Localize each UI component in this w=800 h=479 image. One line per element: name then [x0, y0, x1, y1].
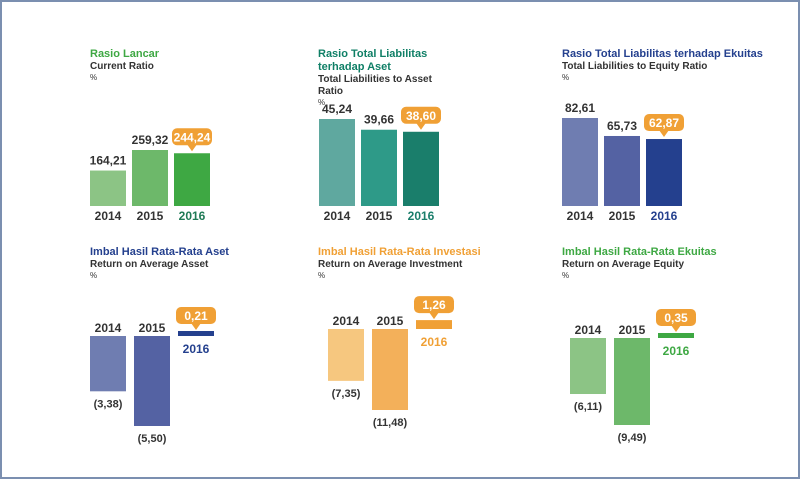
year-label: 2014	[95, 209, 122, 223]
data-label: (6,11)	[574, 401, 602, 413]
panel-liabilities-to-asset: Rasio Total Liabilitas terhadap Aset Tot…	[318, 48, 538, 228]
panel-title-id: Imbal Hasil Rata-Rata Investasi	[318, 246, 481, 258]
bar-2014	[90, 170, 126, 206]
bar-chart-return-on-average-asset: 2014 (3,38) 2015 (5,50) 0,21 2016	[90, 307, 216, 445]
callout-pointer	[191, 323, 201, 330]
panel-title-en: Current Ratio	[90, 61, 154, 72]
data-label: 65,73	[607, 119, 637, 133]
panel-title-id: Rasio Lancar	[90, 48, 160, 60]
year-label: 2016	[408, 209, 435, 223]
bar-2015	[132, 150, 168, 206]
data-label: 45,24	[322, 102, 352, 116]
year-label: 2016	[183, 342, 210, 356]
panel-liabilities-to-equity: Rasio Total Liabilitas terhadap Ekuitas …	[562, 48, 792, 228]
panel-unit: %	[90, 271, 98, 280]
panel-title-id: Rasio Total Liabilitas terhadap Ekuitas	[562, 48, 763, 60]
year-label: 2015	[137, 209, 164, 223]
panel-title-en: Return on Average Investment	[318, 259, 463, 270]
panel-title-en: Return on Average Asset	[90, 259, 209, 270]
panel-current-ratio: Rasio Lancar Current Ratio % 164,21 2014 2…	[90, 48, 310, 228]
year-label: 2015	[139, 321, 166, 335]
bar-chart-return-on-average-equity: 2014 (6,11) 2015 (9,49) 0,35 2016	[570, 309, 696, 444]
bar-2016	[403, 131, 439, 206]
year-label: 2014	[333, 314, 360, 328]
bar-2016	[646, 139, 682, 206]
callout-bubble	[176, 307, 216, 324]
bar-chart-current-ratio: 164,21 2014 259,32 2015 244,24 2016	[90, 128, 212, 223]
callout-bubble	[414, 296, 454, 314]
year-label: 2015	[377, 314, 404, 328]
callout-value-label: 0,21	[184, 309, 208, 323]
data-label: 164,21	[90, 154, 127, 168]
bar-2014	[570, 338, 606, 395]
callout-bubble	[401, 106, 441, 124]
panel-unit: %	[562, 271, 570, 280]
bar-2014	[90, 336, 126, 392]
callout-pointer	[671, 325, 681, 332]
panel-return-on-average-equity: Imbal Hasil Rata-Rata Ekuitas Return on …	[562, 246, 792, 446]
data-label: (7,35)	[332, 388, 361, 400]
callout-bubble	[656, 309, 696, 326]
bar-chart-liabilities-to-asset: 45,24 2014 39,66 2015 38,60 2016	[319, 102, 441, 223]
year-label: 2016	[663, 344, 690, 358]
year-label: 2014	[575, 323, 602, 337]
panel-title-id: Imbal Hasil Rata-Rata Aset	[90, 246, 229, 258]
bar-2016	[178, 331, 214, 336]
panel-title-en: Total Liabilities to Asset Ratio	[318, 74, 432, 97]
bar-chart-liabilities-to-equity: 82,61 2014 65,73 2015 62,87 2016	[562, 101, 684, 223]
callout-value-label: 62,87	[649, 116, 679, 130]
callout-value-label: 244,24	[174, 130, 211, 144]
data-label: (9,49)	[618, 432, 647, 444]
callout-value-label: 1,26	[422, 298, 446, 312]
panel-return-on-average-asset: Imbal Hasil Rata-Rata Aset Return on Ave…	[90, 246, 310, 446]
panel-unit: %	[318, 271, 326, 280]
callout-bubble	[172, 128, 212, 146]
bar-2015	[614, 338, 650, 425]
bar-2016	[174, 153, 210, 206]
panel-unit: %	[90, 73, 98, 82]
data-label: 82,61	[565, 101, 595, 115]
panel-unit: %	[318, 98, 326, 107]
year-label: 2015	[366, 209, 393, 223]
bar-2014	[328, 329, 364, 381]
bar-2016	[416, 320, 452, 329]
data-label: 259,32	[132, 133, 169, 147]
bar-2015	[361, 129, 397, 206]
data-label: (5,50)	[138, 433, 167, 445]
panel-unit: %	[562, 73, 570, 82]
callout-bubble	[644, 114, 684, 132]
panel-title-en: Total Liabilities to Equity Ratio	[562, 61, 708, 72]
bar-2016	[658, 333, 694, 338]
callout-pointer	[659, 130, 669, 138]
year-label: 2015	[619, 323, 646, 337]
data-label: (3,38)	[94, 398, 123, 410]
bar-2015	[372, 329, 408, 410]
bar-2014	[319, 119, 355, 206]
callout-pointer	[429, 312, 439, 320]
data-label: (11,48)	[373, 417, 408, 429]
year-label: 2014	[567, 209, 594, 223]
bar-2015	[604, 135, 640, 206]
panel-title-id: Rasio Total Liabilitas terhadap Aset	[318, 48, 428, 73]
year-label: 2016	[421, 335, 448, 349]
year-label: 2014	[324, 209, 351, 223]
year-label: 2014	[95, 321, 122, 335]
bar-chart-return-on-average-investment: 2014 (7,35) 2015 (11,48) 1,26 2016	[328, 296, 454, 429]
callout-pointer	[187, 144, 197, 152]
bar-2015	[134, 336, 170, 426]
panel-return-on-average-investment: Imbal Hasil Rata-Rata Investasi Return o…	[318, 246, 538, 446]
year-label: 2016	[651, 209, 678, 223]
data-label: 39,66	[364, 113, 394, 127]
year-label: 2016	[179, 209, 206, 223]
callout-value-label: 38,60	[406, 109, 436, 123]
panel-title-en: Return on Average Equity	[562, 259, 685, 270]
year-label: 2015	[609, 209, 636, 223]
callout-value-label: 0,35	[664, 311, 688, 325]
panel-title-id: Imbal Hasil Rata-Rata Ekuitas	[562, 246, 717, 258]
bar-2014	[562, 118, 598, 206]
callout-pointer	[416, 122, 426, 130]
